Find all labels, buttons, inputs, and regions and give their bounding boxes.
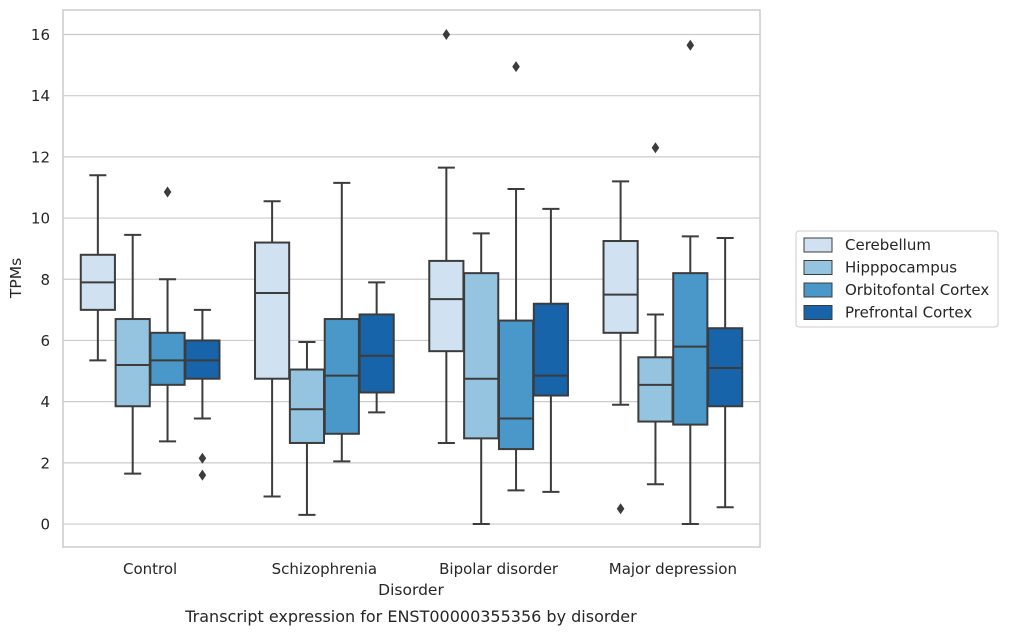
outlier-point	[442, 28, 451, 40]
legend-entry: Cerebellum	[845, 236, 931, 254]
x-tick-label: Bipolar disorder	[439, 560, 559, 578]
outlier-point	[198, 452, 207, 464]
y-tick-label: 14	[31, 87, 50, 105]
box-group	[358, 281, 395, 414]
box	[114, 318, 151, 408]
y-tick-label: 0	[40, 516, 50, 534]
box-group	[497, 61, 535, 492]
box	[149, 331, 186, 386]
plot-frame	[62, 9, 761, 548]
legend-swatch	[803, 282, 833, 298]
box	[602, 240, 639, 334]
box	[358, 313, 395, 394]
x-tick-label: Major depression	[609, 560, 737, 578]
box-group	[428, 28, 465, 444]
legend-swatch	[803, 260, 833, 275]
box	[254, 241, 291, 380]
box-group	[149, 186, 186, 443]
legend: Cerebellum Hipppocampus Orbitofontal Corte…	[795, 230, 999, 328]
box	[532, 302, 569, 397]
legend-swatch	[803, 305, 833, 320]
outlier-point	[616, 503, 625, 515]
outlier-point	[512, 61, 520, 73]
y-tick-label: 10	[31, 210, 50, 228]
figure-caption: Transcript expression for ENST0000035535…	[184, 607, 637, 626]
outlier-point	[686, 39, 695, 51]
box-group	[79, 174, 116, 362]
legend-frame	[795, 230, 999, 328]
legend-swatch	[803, 237, 833, 253]
boxes	[79, 28, 744, 526]
box-group	[602, 180, 639, 515]
box	[672, 272, 709, 426]
box-group	[114, 233, 151, 475]
box-group	[707, 236, 744, 509]
outlier-point	[198, 469, 207, 481]
box	[463, 272, 500, 440]
y-tick-label: 8	[40, 271, 50, 289]
x-axis-title: Disorder	[378, 581, 444, 599]
box	[428, 259, 465, 353]
legend-entry: Hipppocampus	[845, 259, 957, 277]
y-tick-label: 2	[40, 454, 50, 472]
y-tick-label: 16	[31, 26, 50, 44]
box-group	[184, 308, 221, 481]
box-group	[532, 207, 569, 493]
y-axis-title: TPMs	[7, 258, 25, 299]
legend-entry: Orbitofontal Cortex	[845, 281, 989, 299]
x-tick-label: Schizophrenia	[272, 560, 377, 578]
box-group	[323, 181, 360, 463]
y-tick-labels: 0 2 4 6 8 10 12 14 16	[31, 26, 50, 534]
box-group	[672, 39, 709, 526]
y-tick-label: 6	[40, 332, 50, 350]
y-tick-label: 4	[40, 393, 50, 411]
box-group	[288, 340, 326, 516]
outlier-point	[651, 142, 660, 154]
box-group	[254, 200, 291, 498]
box-group	[637, 142, 674, 486]
box-group	[463, 232, 500, 526]
outlier-point	[163, 186, 172, 198]
box	[288, 368, 326, 444]
x-tick-label: Control	[123, 560, 177, 578]
box	[497, 319, 535, 451]
y-tick-label: 12	[31, 148, 50, 166]
legend-entry: Prefrontal Cortex	[845, 304, 972, 322]
box	[637, 356, 674, 423]
x-tick-labels: Control Schizophrenia Bipolar disorder Majo…	[123, 560, 737, 578]
